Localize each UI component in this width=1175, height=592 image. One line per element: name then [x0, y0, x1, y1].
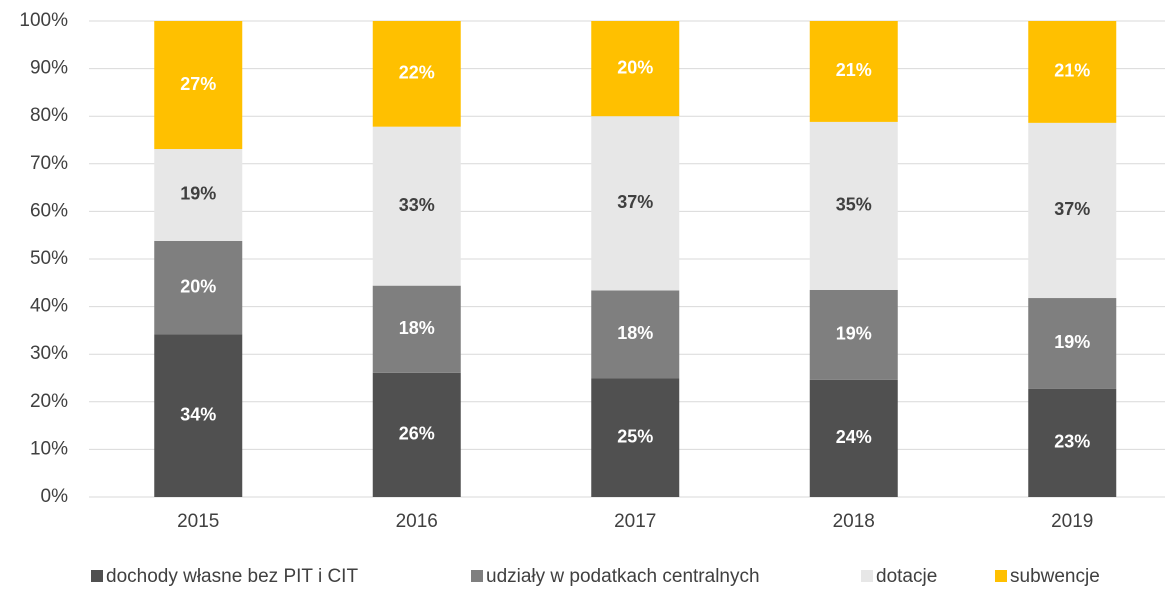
bar-segment: [154, 149, 243, 241]
data-label: 24%: [836, 427, 872, 447]
data-label: 35%: [836, 195, 872, 215]
y-tick-label: 0%: [41, 486, 69, 507]
data-label: 21%: [836, 60, 872, 80]
data-label: 19%: [1054, 332, 1090, 352]
bar-segment: [591, 21, 680, 117]
data-label: 25%: [617, 426, 653, 446]
data-label: 34%: [180, 404, 216, 424]
legend-swatch: [995, 570, 1007, 582]
y-tick-label: 40%: [30, 296, 68, 317]
bar-segment: [809, 121, 898, 290]
x-tick-label: 2015: [177, 511, 219, 532]
bar-segment: [372, 126, 461, 286]
legend-label: dochody własne bez PIT i CIT: [106, 566, 358, 587]
y-tick-label: 100%: [19, 10, 68, 31]
data-label: 27%: [180, 74, 216, 94]
data-label: 37%: [1054, 199, 1090, 219]
x-tick-label: 2019: [1051, 511, 1093, 532]
bar-segment: [1028, 388, 1117, 497]
y-tick-label: 80%: [30, 105, 68, 126]
bar-segment: [154, 21, 243, 150]
data-label: 20%: [180, 276, 216, 296]
data-label: 18%: [399, 318, 435, 338]
bar-segment: [809, 21, 898, 122]
x-tick-label: 2017: [614, 511, 656, 532]
data-label: 26%: [399, 424, 435, 444]
bar-segment: [809, 379, 898, 497]
data-label: 19%: [836, 324, 872, 344]
legend-label: subwencje: [1010, 566, 1100, 587]
bar-segment: [1028, 122, 1117, 299]
data-label: 18%: [617, 323, 653, 343]
bar-segment: [154, 334, 243, 497]
bar-segment: [591, 378, 680, 497]
bar-segment: [1028, 21, 1117, 123]
legend-label: dotacje: [876, 566, 937, 587]
data-label: 33%: [399, 195, 435, 215]
bar-segment: [372, 285, 461, 373]
bar-segment: [154, 240, 243, 335]
bar-segment: [591, 116, 680, 291]
y-tick-label: 50%: [30, 248, 68, 269]
data-label: 19%: [180, 184, 216, 204]
y-tick-label: 60%: [30, 200, 68, 221]
bar-segment: [809, 289, 898, 380]
data-label: 21%: [1054, 61, 1090, 81]
bar-segment: [372, 21, 461, 127]
data-label: 37%: [617, 192, 653, 212]
data-label: 20%: [617, 57, 653, 77]
data-label: 23%: [1054, 432, 1090, 452]
legend-swatch: [91, 570, 103, 582]
x-tick-label: 2018: [833, 511, 875, 532]
bar-segment: [1028, 298, 1117, 389]
y-tick-label: 90%: [30, 58, 68, 79]
legend-label: udziały w podatkach centralnych: [486, 566, 760, 587]
legend-swatch: [471, 570, 483, 582]
bar-segment: [591, 290, 680, 379]
y-tick-label: 70%: [30, 153, 68, 174]
bar-segment: [372, 372, 461, 497]
x-tick-label: 2016: [396, 511, 438, 532]
y-tick-label: 30%: [30, 343, 68, 364]
y-tick-label: 20%: [30, 391, 68, 412]
data-label: 22%: [399, 63, 435, 83]
legend-swatch: [861, 570, 873, 582]
y-tick-label: 10%: [30, 438, 68, 459]
